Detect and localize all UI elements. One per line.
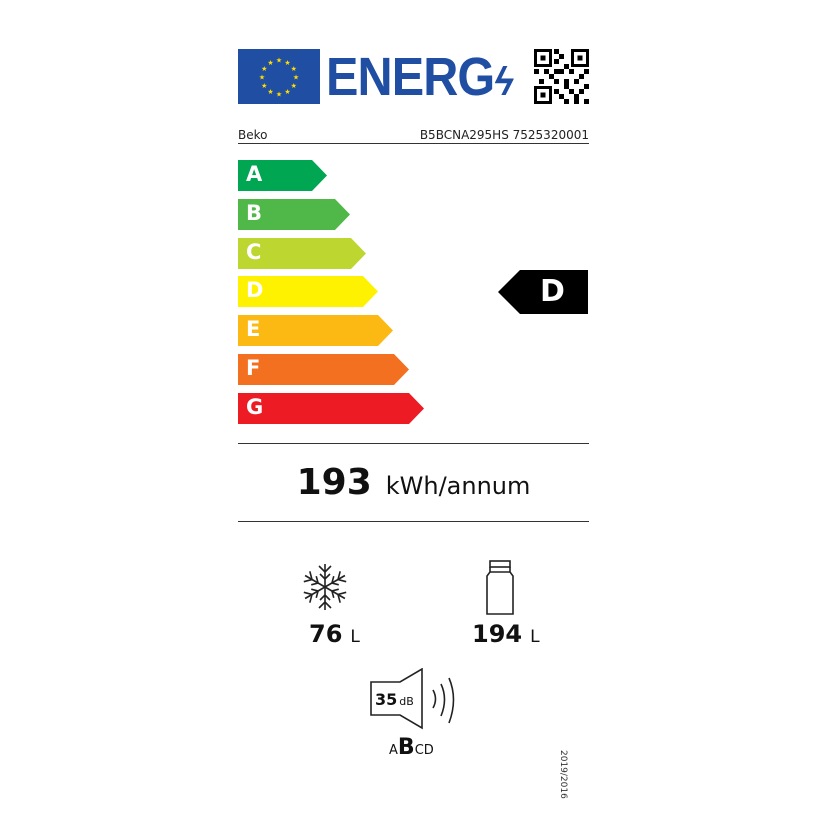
energy-class-letter: D [246, 278, 264, 303]
energy-class-letter: B [246, 200, 263, 225]
energy-class-bar-c: C [238, 237, 366, 269]
energy-class-bar-d: D [238, 276, 378, 308]
eu-stars-icon: ★ ★★★★★★★★★★★ [259, 57, 299, 99]
energy-class-bar-e: E [238, 315, 393, 347]
qr-code-icon[interactable] [534, 49, 589, 104]
svg-text:★: ★ [276, 57, 282, 65]
svg-text:★: ★ [267, 88, 273, 96]
svg-text:★: ★ [261, 65, 267, 73]
freezer-volume: 76 L [309, 620, 360, 648]
energy-class-bar-g: G [238, 392, 424, 424]
rated-class-pointer [498, 270, 588, 314]
energy-consumption: 193 kWh/annum [238, 462, 589, 503]
eu-flag: ★ ★ ★ ★ ★ ★ ★ ★ ★ ★ ★ ★ [238, 49, 320, 104]
energy-class-letter: E [246, 317, 261, 342]
consumption-unit: kWh/annum [385, 472, 531, 500]
lightning-icon: ϟ [494, 60, 513, 104]
energy-class-bar-f: F [238, 354, 409, 385]
divider [238, 443, 589, 444]
snowflake-icon [301, 564, 349, 611]
svg-text:★: ★ [291, 65, 297, 73]
consumption-value: 193 [296, 462, 372, 503]
brand-name: Beko [238, 128, 268, 142]
model-id: B5BCNA295HS 7525320001 [419, 128, 589, 142]
svg-text:★: ★ [259, 74, 265, 82]
noise-class-d: D [423, 743, 434, 758]
divider [238, 521, 589, 522]
regulation-number: 2019/2016 [558, 750, 568, 799]
speaker-icon [370, 668, 455, 730]
svg-text:★: ★ [284, 59, 290, 67]
noise-class-b: B [397, 735, 415, 760]
energy-class-bar-b: B [238, 198, 350, 230]
svg-text:★: ★ [284, 88, 290, 96]
fridge-volume: 194 L [472, 620, 540, 648]
svg-text:★: ★ [261, 82, 267, 90]
noise-class-c: C [414, 743, 424, 758]
noise-value: 35 dB [375, 690, 414, 709]
bottle-icon [486, 560, 514, 615]
energy-class-letter: G [246, 394, 264, 419]
energy-class-bar-a: A [238, 160, 327, 191]
logo-text: ENERG [326, 47, 495, 107]
rated-class-letter: D [540, 274, 565, 309]
noise-class-a: A [389, 743, 398, 758]
noise-class-scale: ABCD [389, 735, 434, 760]
energy-class-letter: C [246, 239, 262, 264]
energy-class-letter: A [246, 162, 263, 186]
svg-text:★: ★ [291, 82, 297, 90]
svg-text:★: ★ [293, 74, 299, 82]
energy-class-letter: F [246, 356, 261, 380]
divider [238, 143, 589, 144]
energy-logo: ENERGϟ [326, 47, 513, 111]
svg-text:★: ★ [276, 91, 282, 99]
svg-text:★: ★ [267, 59, 273, 67]
